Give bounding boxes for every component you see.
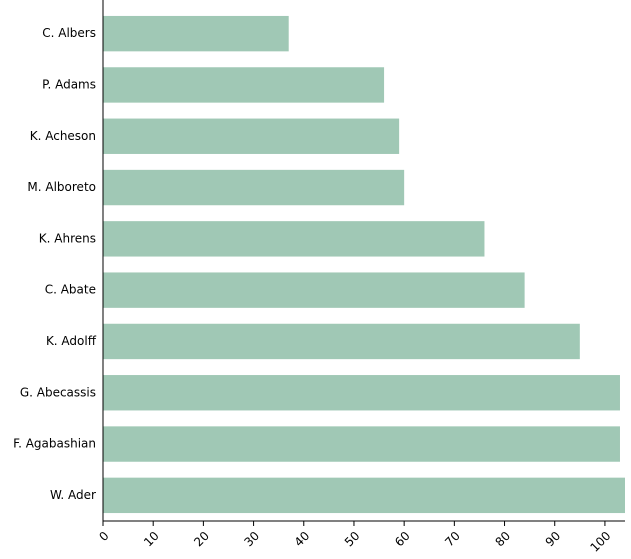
x-tick-label: 20 xyxy=(191,529,212,550)
category-label: M. Alboreto xyxy=(27,180,96,194)
category-label: K. Ahrens xyxy=(39,231,96,245)
bar xyxy=(103,67,385,103)
category-label: W. Ader xyxy=(50,488,96,502)
bar xyxy=(103,375,620,411)
x-axis-ticks: 0 10 20 30 40 50 60 70 80 90 100 xyxy=(96,521,614,555)
bar xyxy=(103,15,289,52)
x-tick-label: 90 xyxy=(543,529,564,550)
bar xyxy=(103,477,625,514)
category-label: K. Acheson xyxy=(30,129,96,143)
category-label: C. Albers xyxy=(42,26,96,40)
category-label: C. Abate xyxy=(45,283,96,297)
x-tick-label: 0 xyxy=(96,529,111,544)
category-label: P. Adams xyxy=(42,77,96,91)
x-tick-label: 60 xyxy=(392,529,413,550)
bar xyxy=(103,426,620,462)
bars-group xyxy=(103,15,625,514)
x-tick-label: 50 xyxy=(342,529,363,550)
category-labels: C. Albers P. Adams K. Acheson M. Alboreto K.… xyxy=(13,26,97,502)
x-tick-label: 70 xyxy=(442,529,463,550)
x-tick-label: 40 xyxy=(292,529,313,550)
category-label: G. Abecassis xyxy=(20,385,96,399)
x-tick-label: 80 xyxy=(492,529,513,550)
x-tick-label: 100 xyxy=(587,529,613,555)
category-label: F. Agabashian xyxy=(13,437,96,451)
bar xyxy=(103,221,485,257)
bar xyxy=(103,323,580,360)
x-tick-label: 10 xyxy=(141,529,162,550)
x-tick-label: 30 xyxy=(241,529,262,550)
bar xyxy=(103,169,405,206)
bar xyxy=(103,118,400,154)
category-label: K. Adolff xyxy=(46,334,97,348)
bar xyxy=(103,272,525,308)
